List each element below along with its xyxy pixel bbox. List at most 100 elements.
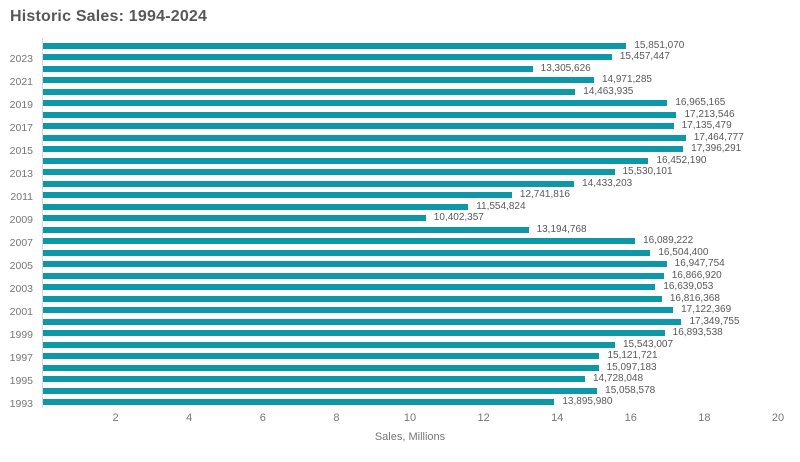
bar [43, 376, 585, 383]
bar-value-label: 17,213,546 [684, 108, 735, 120]
bar-row: 16,893,538 [43, 328, 779, 340]
bar [43, 65, 533, 72]
y-axis-labels: 2023 2021 2019 2017 2015 2013 2011 2009 2007 2005… [0, 40, 37, 410]
bar [43, 54, 612, 61]
bar-row: 16,452,190 [43, 155, 779, 167]
bar-value-label: 10,402,357 [433, 212, 484, 224]
bar-value-label: 15,121,721 [607, 350, 658, 362]
y-axis-label: 2021 [9, 75, 33, 88]
bar [43, 318, 682, 325]
bar-row: 13,305,626 [43, 63, 779, 75]
bar-value-label: 16,816,368 [669, 292, 720, 304]
y-axis-label: 2013 [9, 167, 33, 180]
bar-row: 15,530,101 [43, 167, 779, 179]
bar-row: 14,728,048 [43, 374, 779, 386]
bar [43, 169, 615, 176]
bar-value-label: 17,396,291 [691, 143, 742, 155]
bar-value-label: 14,971,285 [601, 74, 652, 86]
bar [43, 330, 665, 337]
bar [43, 180, 575, 187]
x-axis-tick-label: 20 [771, 412, 785, 424]
bar-value-label: 15,530,101 [622, 166, 673, 178]
bar-value-label: 16,452,190 [656, 154, 707, 166]
bar-row: 16,866,920 [43, 270, 779, 282]
bar-value-label: 15,851,070 [634, 39, 685, 51]
bar-rows: 15,851,070 15,457,447 13,305,626 14,971,285… [43, 40, 779, 408]
bar [43, 88, 576, 95]
bar-value-label: 17,464,777 [693, 131, 744, 143]
bar-row: 13,895,980 [43, 397, 779, 409]
bar-row: 15,851,070 [43, 40, 779, 52]
bar-row: 17,349,755 [43, 316, 779, 328]
y-axis-label: 1995 [9, 374, 33, 387]
bar-row: 17,122,369 [43, 305, 779, 317]
bar [43, 226, 529, 233]
x-axis-tick-label: 6 [259, 412, 266, 424]
bar-value-label: 13,194,768 [536, 223, 587, 235]
bar-value-label: 13,895,980 [562, 396, 613, 408]
x-axis-tick-label: 12 [477, 412, 490, 424]
x-axis-tick-label: 14 [551, 412, 564, 424]
bar-value-label: 16,866,920 [671, 269, 722, 281]
bar-value-label: 14,463,935 [583, 85, 634, 97]
x-axis-tick-label: 2 [112, 412, 119, 424]
y-axis-label: 2005 [9, 259, 33, 272]
bar-value-label: 17,135,479 [681, 120, 732, 132]
bar-row: 15,058,578 [43, 385, 779, 397]
bar [43, 284, 656, 291]
x-axis-title: Sales, Millions [374, 431, 446, 443]
x-axis-tick-label: 10 [403, 412, 417, 424]
bar [43, 215, 426, 222]
y-axis-label: 2017 [9, 121, 33, 134]
bar-value-label: 15,097,183 [606, 361, 657, 373]
bar [43, 111, 677, 118]
bar-value-label: 14,433,203 [582, 177, 633, 189]
bar-row: 16,947,754 [43, 259, 779, 271]
bar-row: 14,463,935 [43, 86, 779, 98]
bar-value-label: 16,965,165 [675, 97, 726, 109]
bar [43, 364, 599, 371]
bar-value-label: 15,543,007 [622, 338, 674, 350]
bar-row: 15,457,447 [43, 52, 779, 64]
x-axis-tick-label: 18 [698, 412, 711, 424]
y-axis-label: 1997 [9, 351, 33, 364]
bar [43, 238, 636, 245]
bar-row: 15,097,183 [43, 362, 779, 374]
bar-row: 17,464,777 [43, 132, 779, 144]
bar [43, 100, 668, 107]
bar-value-label: 17,349,755 [689, 315, 740, 327]
y-axis-label: 2015 [9, 144, 33, 157]
bar-row: 16,089,222 [43, 236, 779, 248]
bar [43, 295, 662, 302]
y-axis-label: 2003 [9, 282, 33, 295]
x-axis-tick-label: 16 [624, 412, 637, 424]
bar-value-label: 16,639,053 [663, 281, 714, 293]
bar-row: 13,194,768 [43, 224, 779, 236]
bar-row: 16,639,053 [43, 282, 779, 294]
y-axis-label: 2019 [9, 98, 33, 111]
bar-row: 17,213,546 [43, 109, 779, 121]
bar-row: 17,396,291 [43, 144, 779, 156]
bar [43, 249, 651, 256]
bar [43, 134, 686, 141]
y-axis-label: 2011 [10, 190, 33, 203]
bar-value-label: 13,305,626 [540, 62, 591, 74]
bar-row: 11,554,824 [43, 201, 779, 213]
bar-value-label: 11,554,824 [476, 200, 526, 212]
bar [43, 272, 664, 279]
y-axis-label: 2007 [9, 236, 33, 249]
plot-area: 15,851,070 15,457,447 13,305,626 14,971,285… [42, 38, 779, 408]
y-axis-label: 1993 [9, 397, 33, 410]
bar-row: 17,135,479 [43, 121, 779, 133]
bar-row: 10,402,357 [43, 213, 779, 225]
bar [43, 77, 594, 84]
bar-row: 14,433,203 [43, 178, 779, 190]
bar-value-label: 17,122,369 [681, 304, 732, 316]
bar [43, 341, 615, 348]
bar-row: 16,504,400 [43, 247, 779, 259]
x-axis-tick-label: 4 [186, 412, 193, 424]
bar-value-label: 12,741,816 [519, 189, 570, 201]
bar-row: 12,741,816 [43, 190, 779, 202]
bar [43, 157, 649, 164]
